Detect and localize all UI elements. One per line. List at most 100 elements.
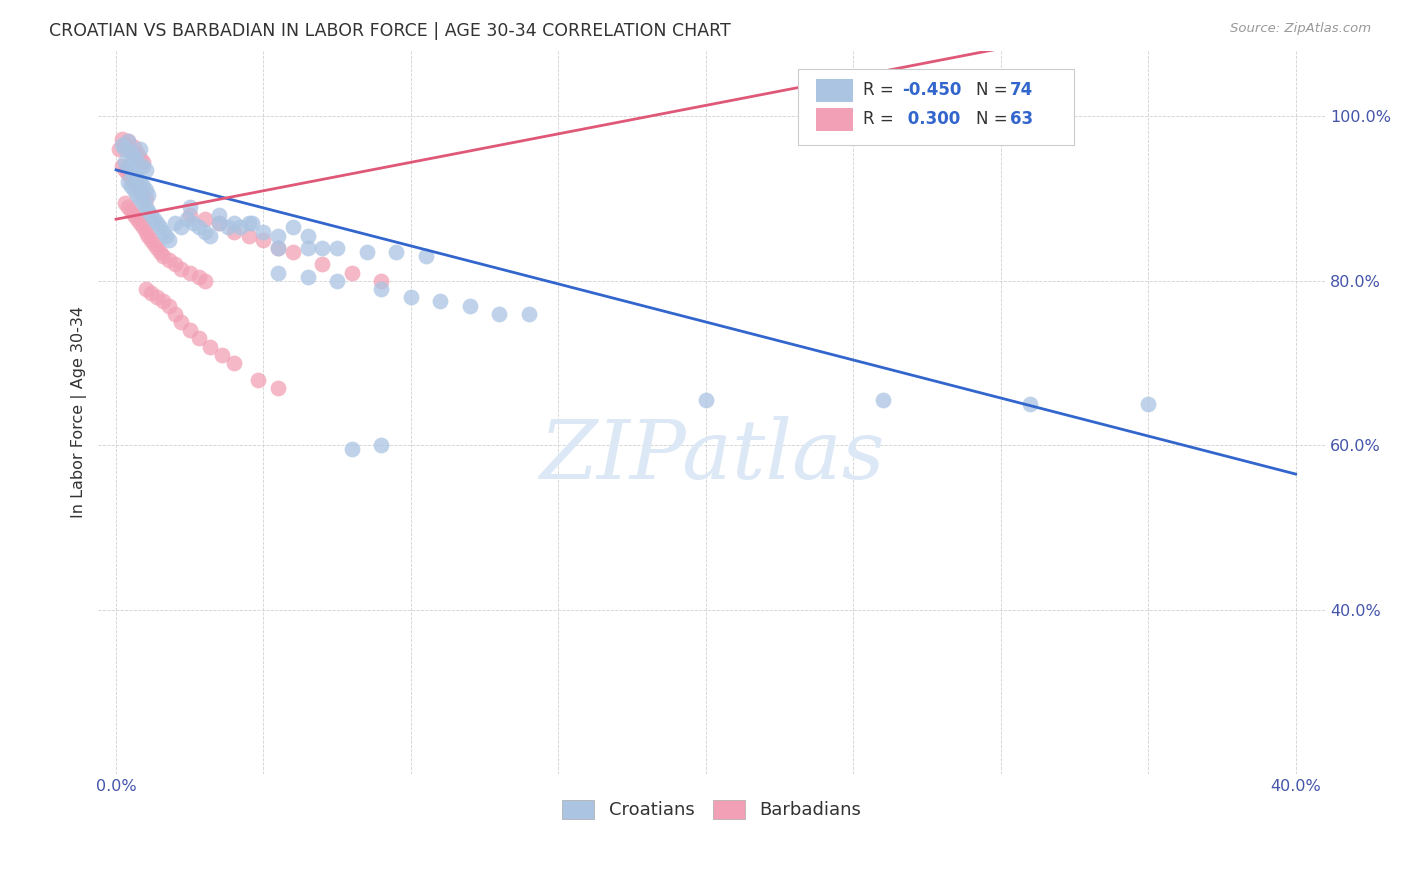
Text: R =: R = <box>863 81 898 100</box>
Point <box>117 159 139 173</box>
Point <box>311 241 333 255</box>
Point <box>157 233 180 247</box>
Point <box>217 220 239 235</box>
Point <box>252 233 274 247</box>
Text: 0.300: 0.300 <box>901 111 960 128</box>
Text: CROATIAN VS BARBADIAN IN LABOR FORCE | AGE 30-34 CORRELATION CHART: CROATIAN VS BARBADIAN IN LABOR FORCE | A… <box>49 22 731 40</box>
Point <box>170 220 193 235</box>
Point <box>179 200 201 214</box>
Point <box>122 208 145 222</box>
Point <box>170 315 193 329</box>
Point <box>488 307 510 321</box>
Text: R =: R = <box>863 111 898 128</box>
Point <box>246 372 269 386</box>
Point <box>131 220 153 235</box>
Point <box>117 134 139 148</box>
Point <box>157 299 180 313</box>
Point <box>152 249 174 263</box>
Point <box>125 154 148 169</box>
Point <box>120 162 142 177</box>
Point <box>108 142 131 156</box>
Text: 74: 74 <box>1010 81 1033 100</box>
Point <box>125 146 148 161</box>
Point <box>200 340 222 354</box>
Point <box>141 208 163 222</box>
Point <box>114 142 136 156</box>
Point <box>187 220 209 235</box>
Point <box>695 393 717 408</box>
Point <box>297 241 319 255</box>
Bar <box>815 78 853 102</box>
Point <box>138 204 160 219</box>
Point <box>267 381 290 395</box>
Point <box>179 208 201 222</box>
Point <box>125 171 148 186</box>
Point <box>193 225 215 239</box>
Point <box>252 225 274 239</box>
Point <box>125 187 148 202</box>
Point <box>267 266 290 280</box>
Point <box>267 228 290 243</box>
Point <box>128 151 150 165</box>
Point <box>297 228 319 243</box>
Point <box>222 356 245 370</box>
Point <box>385 245 408 260</box>
Point <box>281 220 304 235</box>
Point <box>143 236 166 251</box>
Point <box>146 241 169 255</box>
Point <box>208 208 231 222</box>
Point <box>267 241 290 255</box>
Point <box>120 171 142 186</box>
Point <box>238 216 260 230</box>
Point <box>120 179 142 194</box>
Point <box>429 294 451 309</box>
Point <box>179 323 201 337</box>
Point <box>111 132 134 146</box>
Point <box>356 245 378 260</box>
Point <box>281 245 304 260</box>
Point <box>222 225 245 239</box>
Point <box>208 216 231 230</box>
Point <box>170 261 193 276</box>
Text: N =: N = <box>976 81 1012 100</box>
Point <box>181 216 204 230</box>
Point <box>135 225 157 239</box>
Text: -0.450: -0.450 <box>901 81 962 100</box>
Point <box>117 167 139 181</box>
Point <box>370 438 392 452</box>
Point <box>326 274 349 288</box>
Point <box>111 159 134 173</box>
Point <box>222 216 245 230</box>
Point <box>163 216 186 230</box>
Point <box>163 307 186 321</box>
Point <box>135 192 157 206</box>
Text: 63: 63 <box>1010 111 1033 128</box>
Point <box>141 286 163 301</box>
Point <box>114 195 136 210</box>
Point <box>149 220 172 235</box>
FancyBboxPatch shape <box>797 69 1074 145</box>
Bar <box>815 108 853 131</box>
Point <box>122 175 145 189</box>
Point <box>120 204 142 219</box>
Point <box>187 269 209 284</box>
Point <box>114 162 136 177</box>
Point <box>122 183 145 197</box>
Point <box>155 228 177 243</box>
Point <box>122 151 145 165</box>
Point <box>208 216 231 230</box>
Point <box>111 138 134 153</box>
Point <box>114 138 136 153</box>
Point <box>143 212 166 227</box>
Point <box>370 282 392 296</box>
Point <box>122 167 145 181</box>
Point <box>200 228 222 243</box>
Point <box>187 331 209 345</box>
Point <box>117 175 139 189</box>
Point <box>128 216 150 230</box>
Point <box>128 175 150 189</box>
Point <box>415 249 437 263</box>
Point <box>128 183 150 197</box>
Point <box>211 348 233 362</box>
Point <box>120 146 142 161</box>
